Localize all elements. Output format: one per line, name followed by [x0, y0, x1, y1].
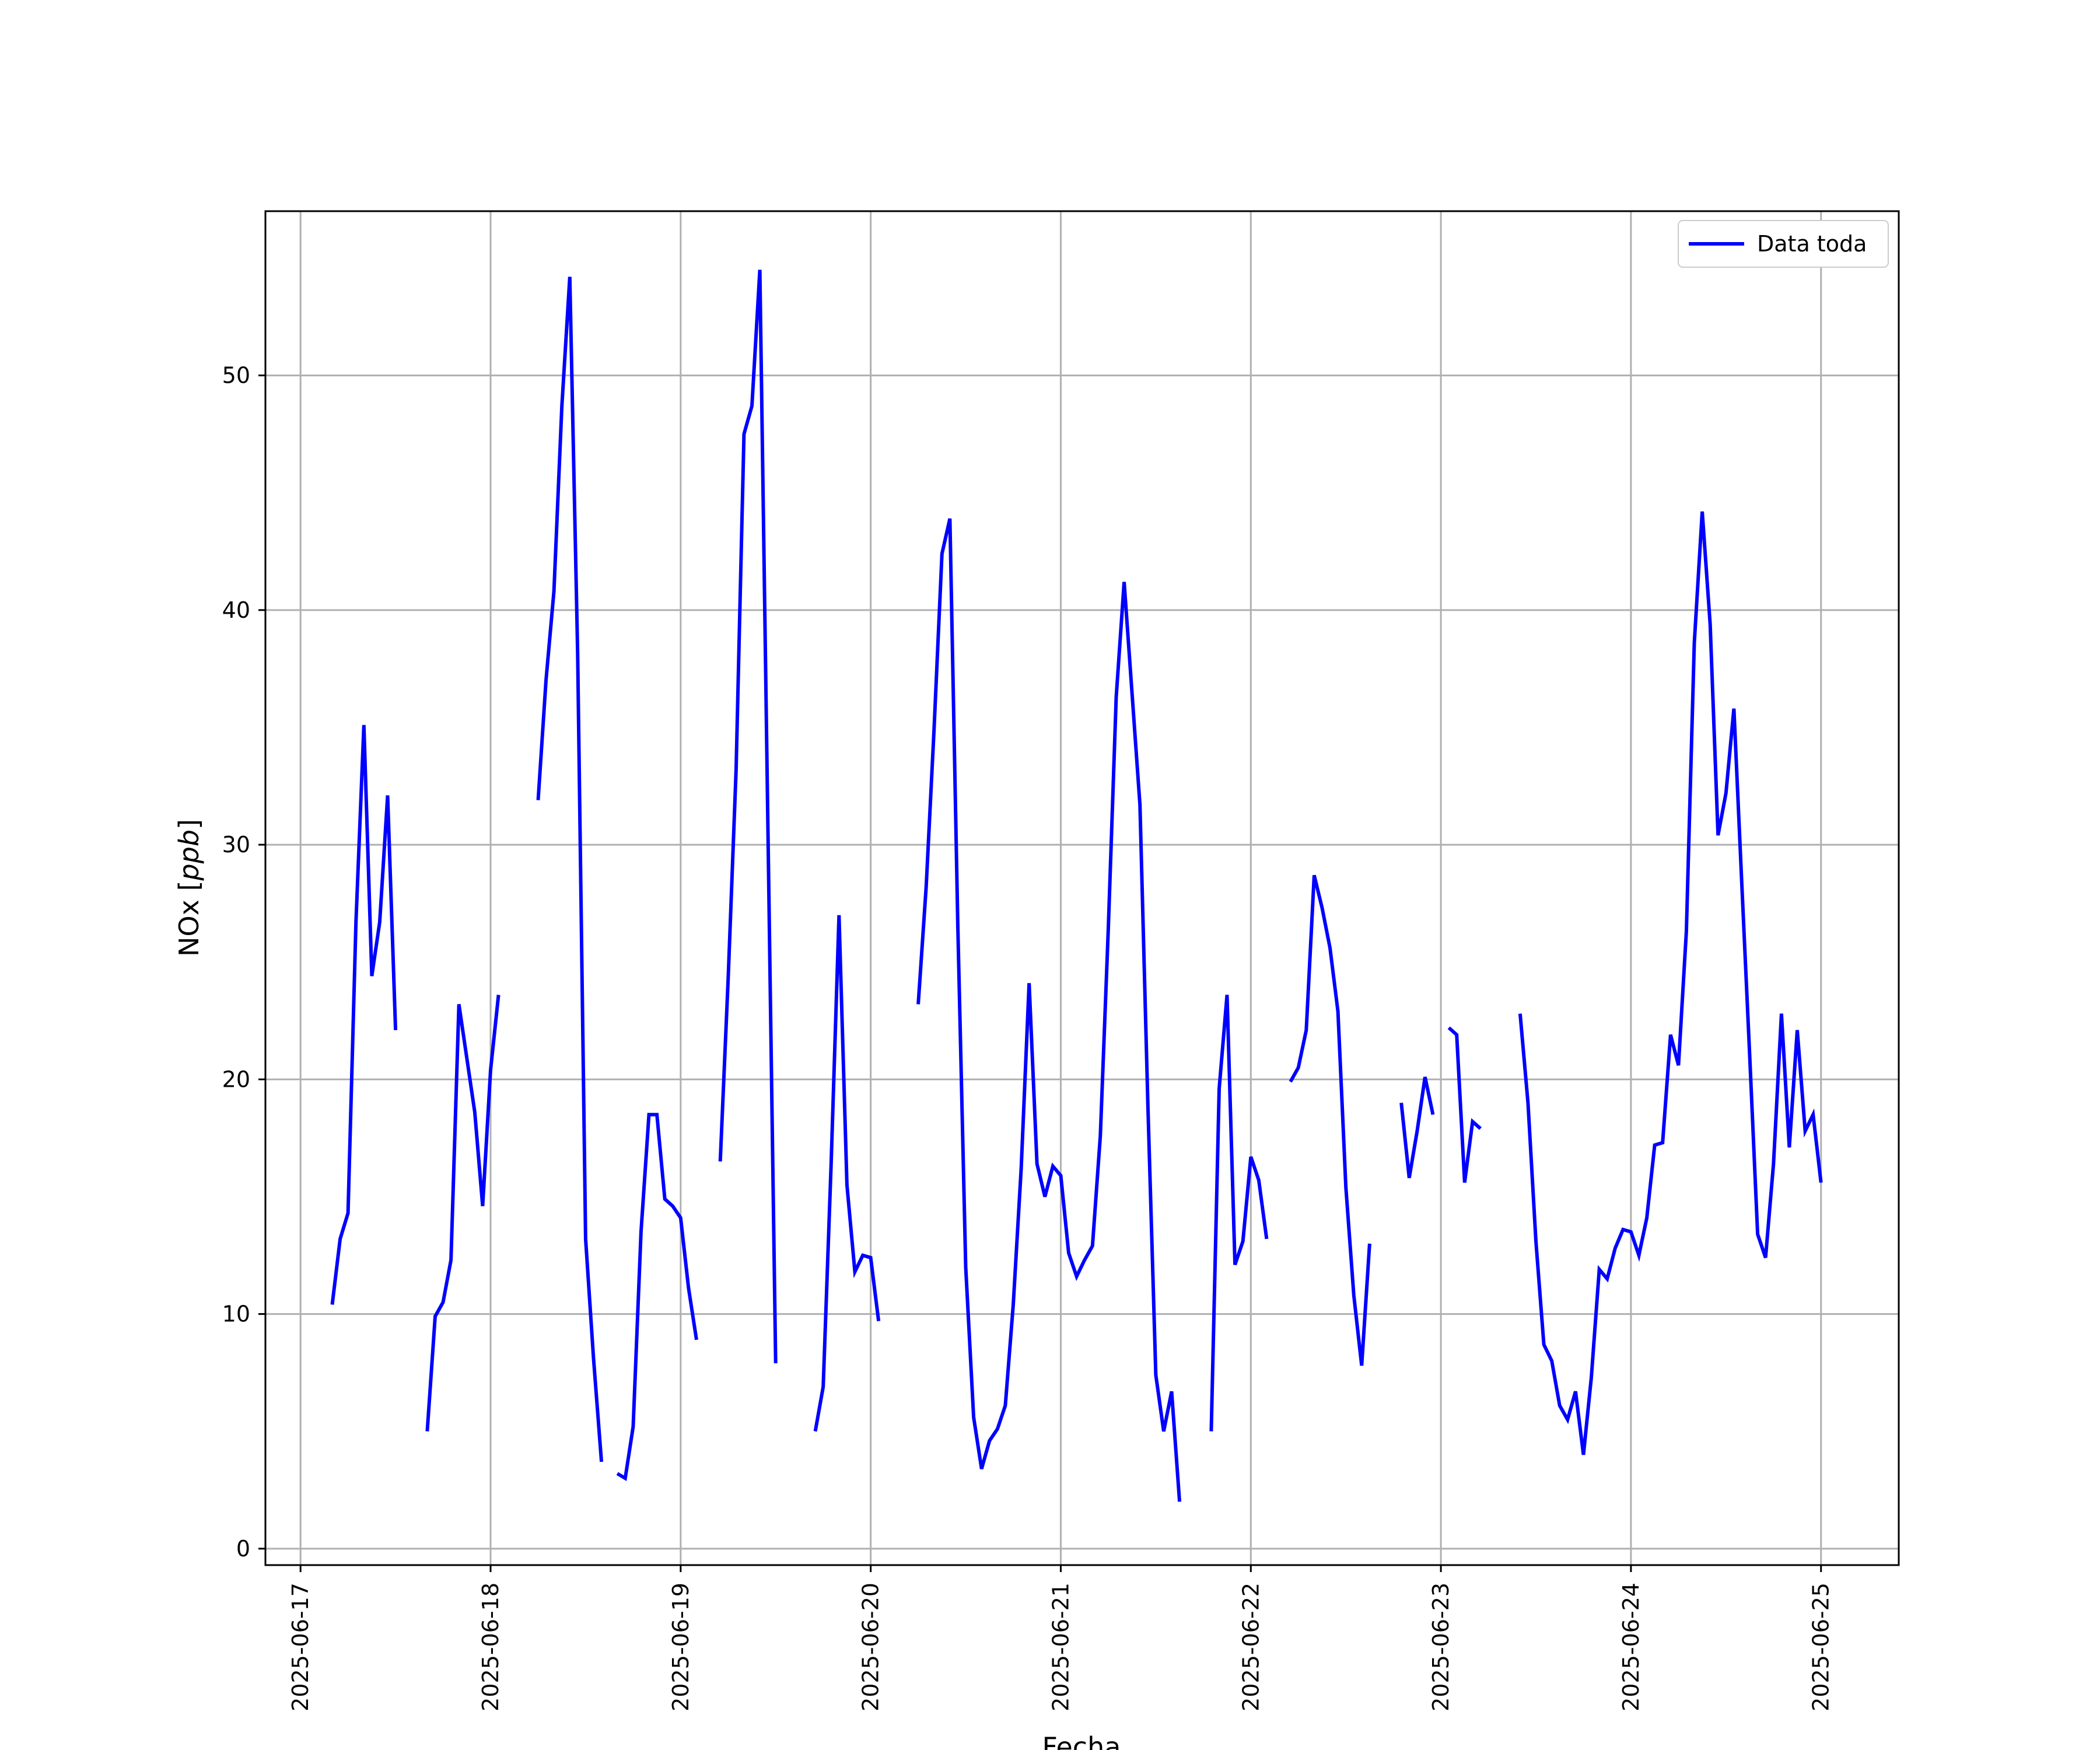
y-tick-label: 50 — [222, 363, 250, 388]
legend: Data toda — [1678, 220, 1889, 268]
x-axis-ticks: 2025-06-17 2025-06-18 2025-06-19 2025-06-20… — [288, 1565, 1834, 1712]
series-line-segment — [1518, 511, 1823, 1455]
x-tick-label: 2025-06-21 — [1048, 1583, 1073, 1712]
x-tick-label: 2025-06-22 — [1238, 1583, 1264, 1712]
y-axis-label-prefix: NOx [ — [173, 881, 205, 957]
x-tick-label: 2025-06-20 — [858, 1583, 884, 1712]
legend-box — [1678, 220, 1889, 268]
legend-label: Data toda — [1757, 231, 1867, 257]
x-tick-label: 2025-06-23 — [1428, 1583, 1454, 1712]
series-line-segment — [616, 1112, 698, 1482]
data-series — [330, 270, 1823, 1502]
series-line-segment — [425, 995, 501, 1432]
series-line-segment — [330, 724, 398, 1305]
x-tick-label: 2025-06-18 — [478, 1583, 503, 1712]
y-axis-label-suffix: ] — [173, 819, 205, 830]
x-tick-label: 2025-06-19 — [668, 1583, 694, 1712]
y-axis-ticks: 0 10 20 30 40 50 — [222, 363, 265, 1562]
x-tick-label: 2025-06-24 — [1618, 1583, 1644, 1712]
series-line-segment — [1447, 1026, 1482, 1183]
series-line-segment — [916, 518, 1182, 1502]
y-tick-label: 20 — [222, 1066, 250, 1092]
y-axis-label: NOx [ppb] — [173, 819, 205, 957]
series-line-segment — [1289, 874, 1371, 1366]
x-axis-label: Fecha — [1042, 1731, 1121, 1750]
y-tick-label: 40 — [222, 597, 250, 623]
series-line-segment — [813, 915, 881, 1432]
x-tick-label: 2025-06-25 — [1808, 1583, 1834, 1712]
y-tick-label: 30 — [222, 832, 250, 858]
grid-lines — [265, 211, 1899, 1565]
series-line-segment — [536, 276, 604, 1462]
x-tick-label: 2025-06-17 — [288, 1583, 313, 1712]
y-tick-label: 0 — [236, 1536, 250, 1562]
series-line-segment — [1399, 1076, 1435, 1178]
series-line-segment — [1209, 995, 1269, 1432]
plot-frame — [264, 210, 1900, 1566]
y-axis-label-unit: ppb — [173, 830, 205, 881]
series-line-segment — [718, 270, 778, 1364]
y-tick-label: 10 — [222, 1301, 250, 1327]
